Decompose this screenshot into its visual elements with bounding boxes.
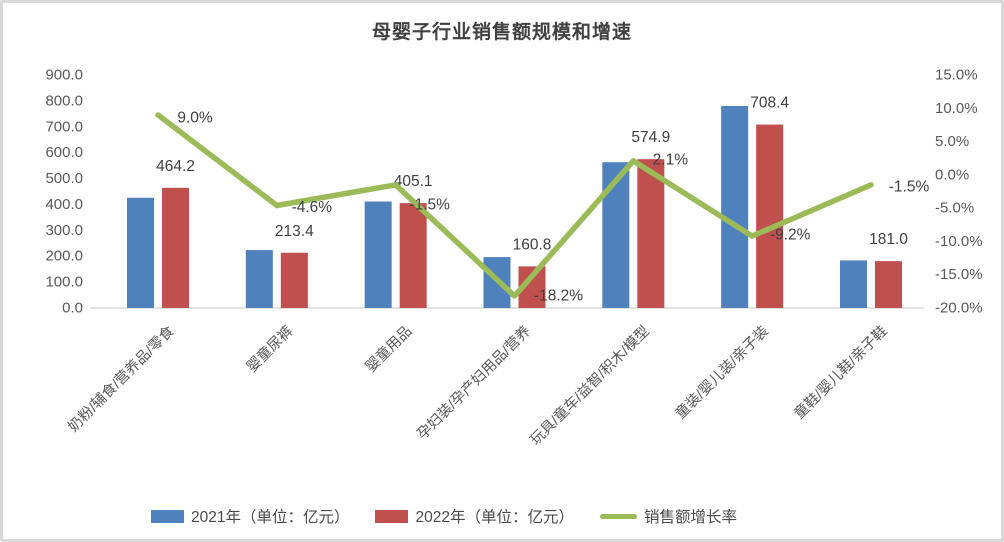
category-label: 玩具/童车/益智/积木/模型 [526,322,653,449]
left-axis-tick-label: 700.0 [45,118,83,135]
bar-value-label: 213.4 [275,223,314,240]
left-axis-tick-label: 900.0 [45,67,83,84]
legend-swatch-2022-bar [375,509,409,523]
category-label: 奶粉/辅食/营养品/零食 [65,322,178,435]
legend-item-2022[interactable]: 2022年（单位：亿元） [375,505,574,527]
right-axis-tick-label: -20.0% [935,300,983,317]
legend-swatch-growth-line [599,513,637,519]
left-axis-tick-label: 500.0 [45,170,83,187]
right-axis-tick-label: -10.0% [935,233,983,250]
legend-label-2022: 2022年（单位：亿元） [415,509,574,526]
legend-label-2021: 2021年（单位：亿元） [191,509,350,526]
bar-2022[interactable] [756,124,784,308]
bar-2022[interactable] [637,159,665,308]
growth-rate-label: 2.1% [653,151,689,168]
bar-2022[interactable] [874,261,902,308]
left-axis-tick-label: 800.0 [45,92,83,109]
growth-rate-line[interactable] [155,112,874,299]
legend-swatch-2021-bar [151,509,184,523]
bar-2021[interactable] [602,162,630,308]
bar-value-label: 181.0 [869,231,908,248]
bar-2021[interactable] [245,250,273,308]
legend-item-growth-rate[interactable]: 销售额增长率 [599,505,737,527]
right-axis-tick-label: 15.0% [935,67,978,84]
chart-title: 母婴子行业销售额规模和增速 [371,22,632,43]
legend-label-growth-rate: 销售额增长率 [643,509,737,526]
bar-2022[interactable] [399,203,427,308]
legend-item-2021[interactable]: 2021年（单位：亿元） [151,505,349,527]
category-label: 婴童尿裤 [243,322,297,376]
bar-value-label: 708.4 [750,95,789,112]
category-label: 婴童用品 [362,322,416,376]
bar-2021[interactable] [127,197,154,308]
growth-rate-label: -1.5% [889,178,930,195]
bar-2021[interactable] [364,201,392,308]
combo-chart-canvas: 900.0 800.0 700.0 600.0 500.0 400.0 300.0 200.0… [45,67,983,449]
bar-value-label: 160.8 [513,236,552,253]
left-axis-tick-label: 300.0 [45,222,83,239]
bar-2021[interactable] [721,106,749,308]
bar-2021[interactable] [839,260,867,308]
growth-rate-label: -9.2% [770,227,811,244]
left-axis-tick-label: 400.0 [45,196,83,213]
growth-rate-label: -4.6% [292,199,333,216]
right-axis-tick-label: 5.0% [935,133,969,150]
left-axis-tick-label: 0.0 [62,300,83,317]
right-axis-tick-label: 10.0% [935,100,978,117]
category-label: 童装/婴儿装/亲子装 [671,322,771,422]
growth-rate-label: -18.2% [534,288,583,305]
bar-2022[interactable] [280,252,308,308]
bar-value-label: 464.2 [156,158,195,175]
right-axis-tick-label: -5.0% [935,200,974,217]
right-axis-tick-label: -15.0% [935,266,983,283]
left-axis-tick-label: 100.0 [45,274,83,291]
left-axis-tick-label: 600.0 [45,144,83,161]
category-label: 童鞋/婴儿鞋/亲子鞋 [790,322,890,422]
growth-rate-label: -1.5% [409,196,450,213]
chart-legend: 2021年（单位：亿元） 2022年（单位：亿元） 销售额增长率 [3,505,943,527]
growth-rate-label: 9.0% [177,109,213,126]
bar-value-label: 574.9 [631,129,670,146]
left-axis-tick-label: 200.0 [45,248,83,265]
bar-value-label: 405.1 [394,173,433,190]
category-label: 孕妇装/孕产妇用品/营养 [414,323,534,443]
right-axis-tick-label: 0.0% [935,166,969,183]
bar-2022[interactable] [162,187,189,308]
